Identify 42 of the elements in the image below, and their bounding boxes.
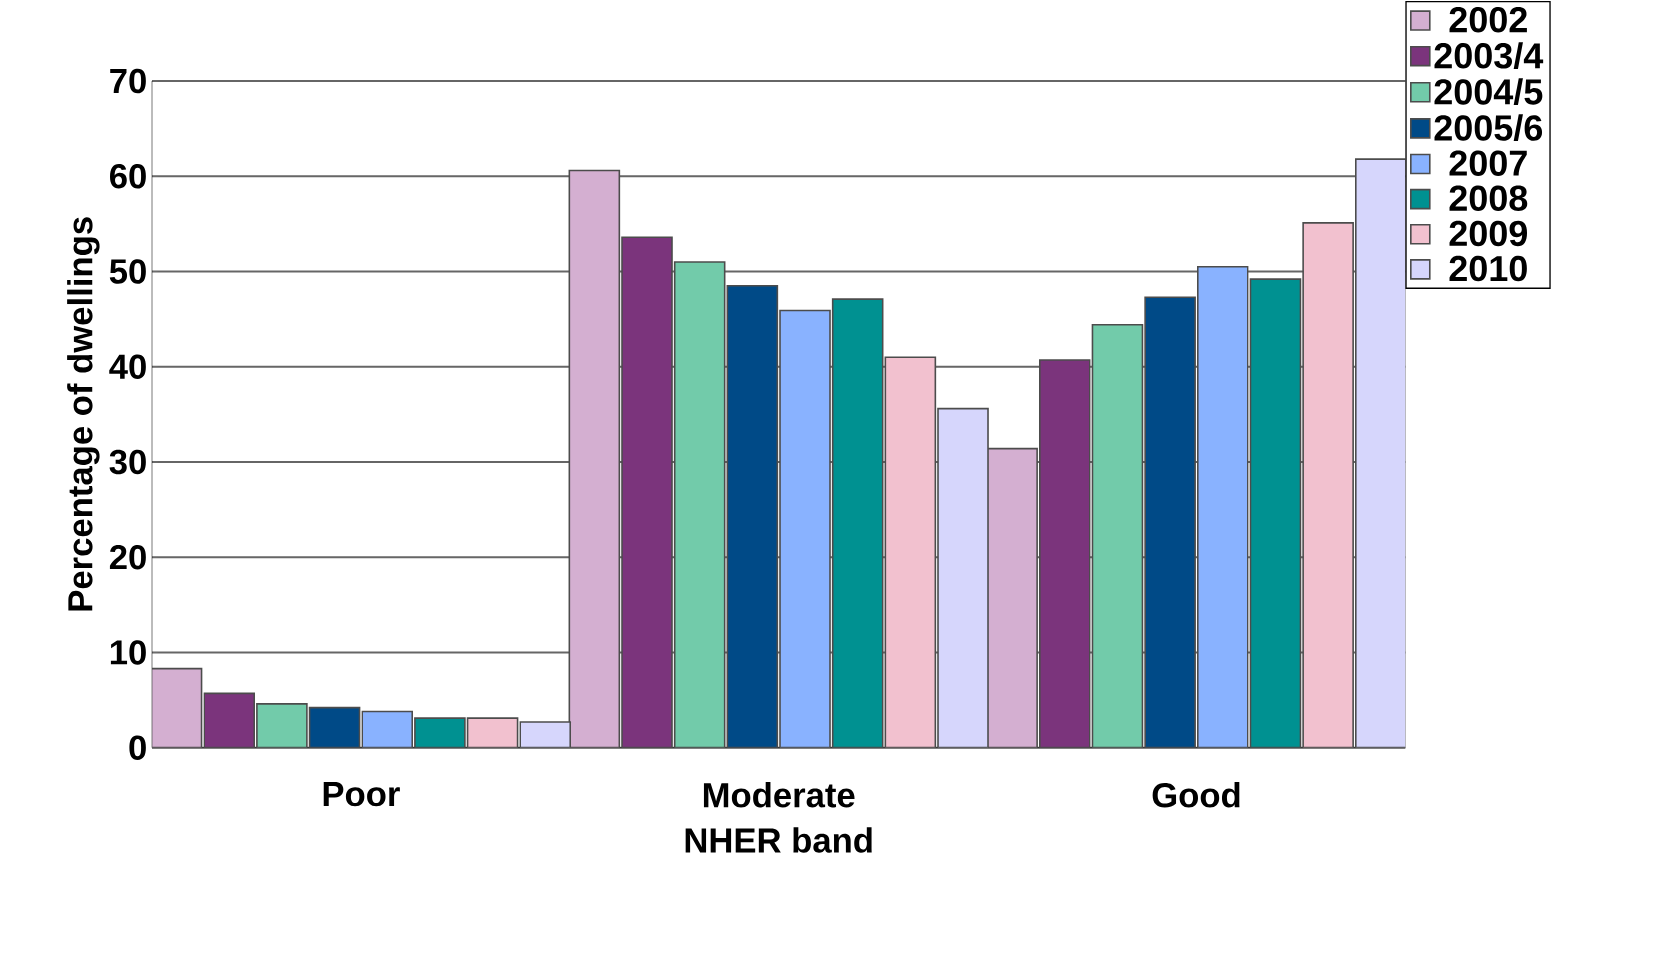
legend-label: 2008 bbox=[1449, 185, 1528, 212]
bar bbox=[779, 309, 831, 748]
bar bbox=[1249, 278, 1302, 748]
bar bbox=[256, 703, 308, 748]
legend-label: 2009 bbox=[1449, 220, 1528, 247]
legend-label: 2004/5 bbox=[1434, 78, 1543, 106]
x-tick-label: Poor bbox=[323, 782, 400, 807]
y-tick-label: 10 bbox=[110, 640, 146, 665]
legend-label: 2005/6 bbox=[1434, 114, 1543, 142]
legend-label: 2007 bbox=[1449, 150, 1527, 176]
y-tick-label: 20 bbox=[109, 544, 146, 570]
bar bbox=[308, 706, 361, 748]
bar bbox=[831, 298, 884, 748]
bar bbox=[361, 710, 414, 748]
bar bbox=[1038, 359, 1091, 748]
y-tick-label: 40 bbox=[109, 354, 146, 379]
y-tick-label: 60 bbox=[110, 163, 146, 189]
y-tick-label: 30 bbox=[109, 449, 146, 475]
x-axis-title: NHER band bbox=[685, 827, 872, 853]
bar bbox=[1091, 324, 1144, 748]
y-tick-label: 70 bbox=[110, 68, 146, 94]
bar bbox=[986, 447, 1038, 748]
bar bbox=[1144, 296, 1196, 748]
bar bbox=[1197, 265, 1249, 748]
x-tick-label: Moderate bbox=[703, 782, 855, 808]
bar bbox=[673, 261, 726, 748]
legend-label: 2003/4 bbox=[1434, 42, 1544, 69]
x-tick-label: Good bbox=[1152, 782, 1240, 808]
bar bbox=[1302, 222, 1354, 748]
bar bbox=[414, 717, 466, 748]
legend-label: 2010 bbox=[1449, 255, 1527, 282]
y-tick-label: 0 bbox=[129, 735, 146, 760]
legend-label: 2002 bbox=[1449, 7, 1527, 33]
bar bbox=[726, 284, 779, 748]
bar bbox=[621, 236, 673, 748]
y-tick-label: 50 bbox=[109, 259, 146, 284]
bar bbox=[466, 717, 519, 748]
bar bbox=[203, 692, 256, 748]
y-axis-title: Percentage of dwellings bbox=[67, 217, 100, 611]
bar bbox=[152, 667, 203, 748]
bar bbox=[568, 169, 621, 748]
bar bbox=[884, 356, 937, 748]
